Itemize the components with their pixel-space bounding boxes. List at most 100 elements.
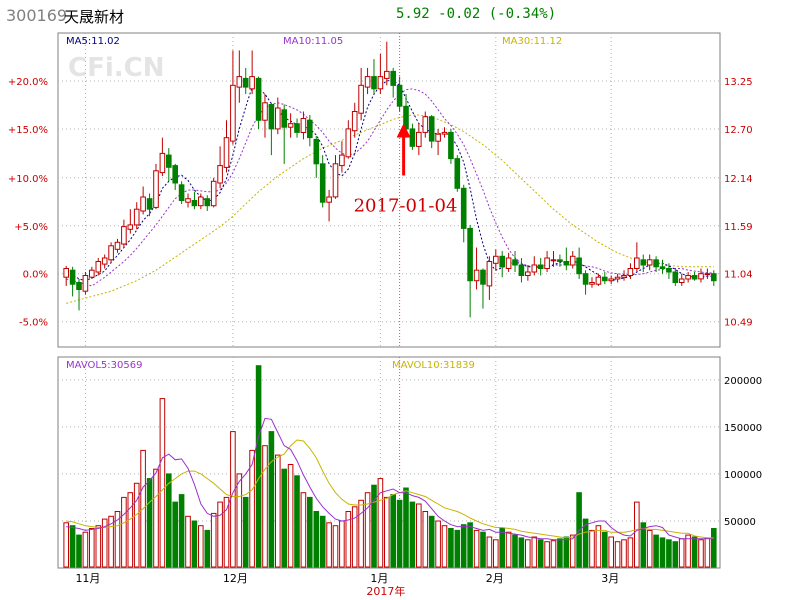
candle-body: [595, 276, 602, 285]
candle-body: [307, 119, 313, 139]
candle-body: [127, 224, 134, 230]
candle-body: [653, 259, 659, 268]
price-tick-label: 12.70: [724, 125, 753, 136]
volume-bar: [133, 482, 140, 568]
volume-legend-entry: MAVOL10:31839: [392, 360, 475, 371]
ma10-line: [66, 88, 714, 287]
candle-body: [518, 264, 525, 276]
percent-tick-label: +15.0%: [8, 125, 48, 136]
candle-body: [133, 208, 140, 226]
candle-body: [384, 70, 390, 79]
stock-code: 300169: [6, 6, 68, 25]
volume-bar-layer: [63, 365, 717, 568]
mavol5-line: [66, 417, 714, 541]
volume-bar: [172, 501, 178, 568]
volume-bar: [371, 484, 377, 568]
volume-bar: [114, 511, 121, 568]
candle-body: [262, 102, 268, 121]
volume-bar: [685, 534, 691, 568]
month-label: 2月: [486, 572, 504, 585]
volume-bar: [396, 499, 403, 568]
candle-body: [166, 154, 172, 168]
volume-bar: [704, 537, 711, 568]
month-label: 11月: [75, 572, 100, 585]
volume-tick-label: 100000: [724, 470, 762, 481]
candle-body: [621, 275, 627, 278]
volume-bar: [416, 503, 422, 568]
candle-body: [416, 131, 422, 147]
candle-body: [371, 76, 377, 90]
candle-body: [339, 154, 345, 167]
candle-body: [582, 273, 589, 285]
price-tick-label: 13.25: [724, 77, 753, 88]
candle-body: [82, 275, 89, 292]
candle-body: [390, 70, 396, 86]
percent-tick-label: 0.0%: [23, 270, 48, 281]
candle-body: [428, 116, 435, 142]
volume-bar: [390, 494, 396, 568]
chart-frame: [57, 32, 721, 569]
candle-body: [698, 273, 704, 280]
candle-body: [351, 111, 358, 132]
volume-bar: [666, 539, 672, 568]
candle-body: [467, 227, 473, 282]
candle-body: [531, 264, 538, 273]
volume-bar: [691, 536, 698, 568]
candle-body: [396, 84, 403, 107]
candle-body: [505, 257, 512, 269]
candle-body: [409, 128, 416, 147]
volume-bar: [646, 529, 653, 568]
volume-bar: [659, 537, 666, 568]
volume-bar: [351, 506, 358, 568]
mavol10-line: [66, 439, 714, 539]
volume-bar: [268, 431, 275, 568]
volume-bar: [505, 531, 512, 568]
volume-bar: [236, 473, 243, 568]
candle-body: [95, 261, 102, 273]
annotation-arrow-head: [396, 123, 411, 138]
volume-bar: [319, 515, 326, 568]
volume-bar: [364, 492, 371, 568]
ma5-line: [66, 79, 714, 282]
candle-body: [223, 137, 230, 168]
candle-body: [358, 84, 364, 114]
candle-body: [114, 241, 121, 250]
candle-body: [550, 259, 557, 262]
volume-bar: [313, 511, 320, 568]
candle-body: [441, 131, 448, 135]
candle-body: [332, 163, 339, 198]
volume-bar: [281, 468, 287, 568]
volume-bar: [275, 454, 281, 568]
candle-body: [646, 259, 653, 266]
candle-body: [544, 257, 550, 269]
volume-bar: [428, 515, 435, 568]
stock-quote: 5.92 -0.02 (-0.34%): [396, 6, 557, 22]
candle-body: [377, 76, 384, 90]
candle-body: [678, 278, 685, 283]
candle-body: [364, 76, 371, 88]
moving-average-layer: [66, 79, 714, 304]
volume-bar: [242, 496, 249, 568]
volume-bar: [191, 520, 198, 568]
volume-bar: [210, 512, 217, 568]
candle-body: [294, 123, 300, 133]
candle-body: [198, 196, 204, 207]
volume-bar: [332, 525, 339, 568]
volume-bar: [76, 534, 82, 568]
candle-body: [230, 84, 236, 142]
volume-bar: [460, 524, 467, 568]
volume-bar: [589, 529, 595, 568]
percent-tick-label: +10.0%: [8, 174, 48, 185]
candle-body: [704, 273, 711, 276]
candle-body: [563, 261, 570, 266]
volume-bar: [678, 538, 685, 568]
volume-bar: [409, 501, 416, 568]
price-panel-border: [57, 32, 721, 348]
candle-body: [249, 76, 255, 90]
volume-bar: [230, 431, 236, 568]
price-tick-label: 11.59: [724, 222, 753, 233]
volume-bar: [621, 539, 627, 568]
volume-bar: [698, 539, 704, 568]
candle-body: [319, 163, 326, 203]
